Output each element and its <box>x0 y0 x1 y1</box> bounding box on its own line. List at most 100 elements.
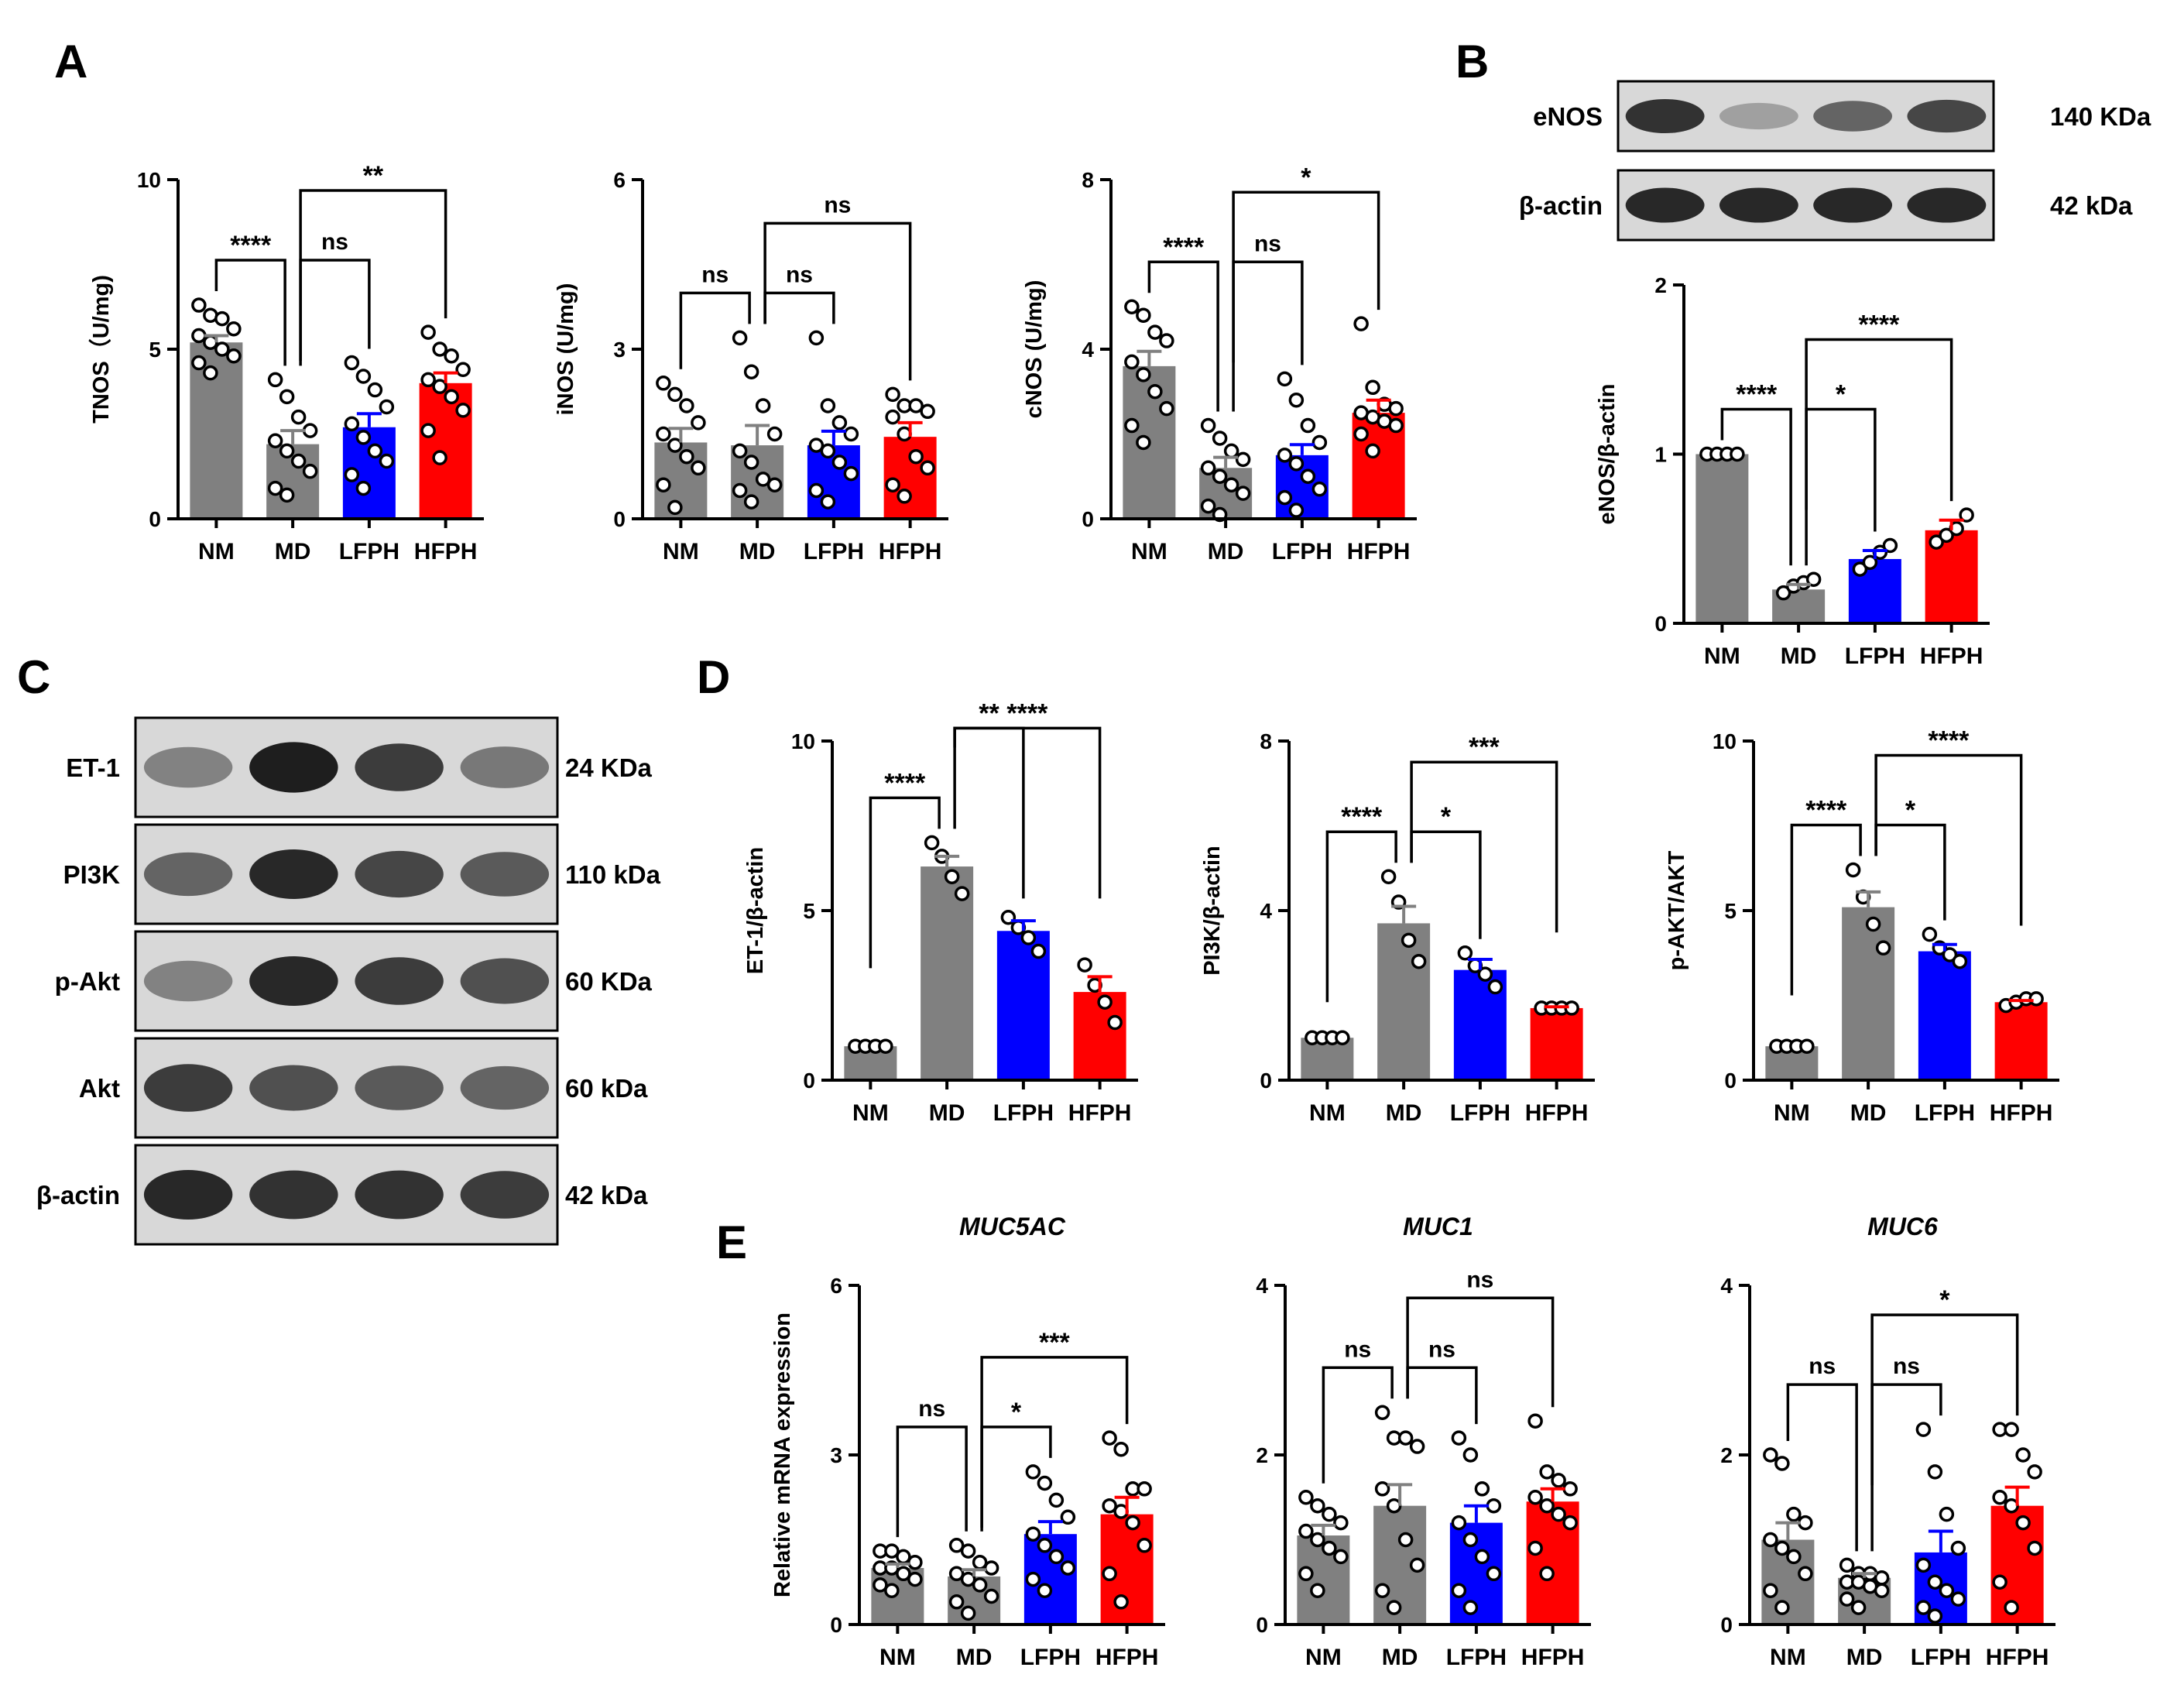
data-point <box>267 433 283 449</box>
data-point <box>1915 1422 1932 1437</box>
panel-label-d: D <box>697 651 730 703</box>
blot-protein-label: β-actin <box>36 1181 120 1209</box>
y-tick-label: 2 <box>1654 273 1667 297</box>
data-point <box>2015 1447 2031 1463</box>
significance-label: *** <box>1469 732 1500 762</box>
y-tick-label: 0 <box>1256 1613 1268 1637</box>
data-point <box>367 443 383 459</box>
data-point <box>667 386 683 403</box>
significance-bracket <box>1874 753 2023 926</box>
data-point <box>279 443 295 459</box>
data-point <box>1409 1439 1425 1454</box>
data-point <box>379 453 395 469</box>
x-tick-label: NM <box>1309 1100 1346 1126</box>
bar-lfph <box>807 445 860 519</box>
blot-band <box>143 852 233 897</box>
y-tick-label: 8 <box>1082 168 1094 192</box>
data-point <box>679 398 694 413</box>
significance-label: **** <box>230 231 272 260</box>
data-point <box>1862 554 1878 571</box>
data-point <box>432 450 447 465</box>
significance-bracket <box>1406 1296 1555 1408</box>
data-point <box>983 1588 999 1604</box>
data-point <box>820 398 836 413</box>
significance-label: ns <box>1809 1353 1836 1379</box>
y-axis-label: eNOS/β-actin <box>1595 383 1620 524</box>
panel-label-c: C <box>17 651 50 703</box>
blot-band <box>1907 187 1987 223</box>
y-tick-label: 0 <box>1082 507 1094 531</box>
data-point <box>1411 953 1427 969</box>
blot-band <box>1813 187 1893 223</box>
blot-protein-label: Akt <box>79 1074 120 1103</box>
data-point <box>1401 932 1417 949</box>
data-point <box>1992 1574 2007 1590</box>
blot-row-c-2: p-Akt 60 KDa <box>55 930 653 1032</box>
blot-band <box>143 960 233 1002</box>
data-point <box>960 1543 976 1559</box>
significance-bracket <box>679 291 751 369</box>
data-point <box>1322 1540 1337 1556</box>
data-point <box>743 364 759 379</box>
data-point <box>679 448 694 465</box>
significance-bracket <box>980 1356 1129 1528</box>
x-tick-label: MD <box>1850 1100 1887 1126</box>
significance-label: **** <box>1006 698 1048 728</box>
x-tick-label: LFPH <box>1446 1645 1507 1670</box>
significance-bracket <box>1232 190 1380 363</box>
data-point <box>1277 489 1293 506</box>
data-point <box>960 1605 976 1621</box>
y-tick-label: 0 <box>1724 1069 1737 1093</box>
data-point <box>1730 446 1745 462</box>
x-tick-label: NM <box>1305 1645 1342 1670</box>
data-point <box>920 460 935 476</box>
data-point <box>1288 456 1305 472</box>
data-point <box>279 389 295 405</box>
data-point <box>1048 1549 1065 1565</box>
data-point <box>1397 1430 1414 1446</box>
significance-label: **** <box>884 768 926 798</box>
data-point <box>290 453 307 469</box>
chart-muc5ac: 0 3 6 NM MD LFPH HFPH Relative mRNA expression M… <box>770 1213 1165 1670</box>
data-point <box>302 423 318 438</box>
data-point <box>1915 1600 1932 1615</box>
data-point <box>1850 1600 1867 1615</box>
significance-bracket <box>1325 830 1397 1003</box>
significance-bracket <box>1870 1313 2019 1486</box>
data-point <box>214 341 230 357</box>
blot-band <box>460 1171 550 1219</box>
data-point <box>432 379 447 394</box>
data-point <box>1333 1515 1349 1531</box>
data-point <box>1037 1538 1053 1553</box>
data-point <box>2027 1540 2042 1556</box>
data-point <box>820 494 836 509</box>
significance-label: ns <box>1254 231 1281 256</box>
data-point <box>1763 1532 1778 1548</box>
significance-label: ns <box>918 1396 945 1422</box>
data-point <box>1212 468 1228 484</box>
blot-band <box>1719 187 1798 223</box>
blot-protein-label: ET-1 <box>66 753 120 782</box>
y-tick-label: 4 <box>1082 338 1094 362</box>
data-point <box>1763 1447 1778 1463</box>
x-tick-label: MD <box>275 539 311 564</box>
data-point <box>1774 1540 1790 1556</box>
y-tick-label: 5 <box>803 899 815 923</box>
blot-band <box>143 1170 233 1220</box>
significance-label: ** <box>979 698 999 728</box>
significance-label: **** <box>1858 310 1900 340</box>
data-point <box>1774 1600 1790 1615</box>
data-point <box>1562 1515 1578 1531</box>
data-point <box>1298 1490 1314 1505</box>
data-point <box>1380 869 1397 884</box>
data-point <box>831 455 848 470</box>
significance-label: ns <box>1344 1336 1371 1362</box>
data-point <box>420 423 436 438</box>
data-point <box>1335 1030 1350 1045</box>
y-tick-label: 0 <box>830 1613 842 1637</box>
data-point <box>1388 400 1404 417</box>
data-point <box>1311 434 1328 451</box>
y-tick-label: 5 <box>149 338 161 362</box>
data-point <box>1462 1600 1479 1615</box>
